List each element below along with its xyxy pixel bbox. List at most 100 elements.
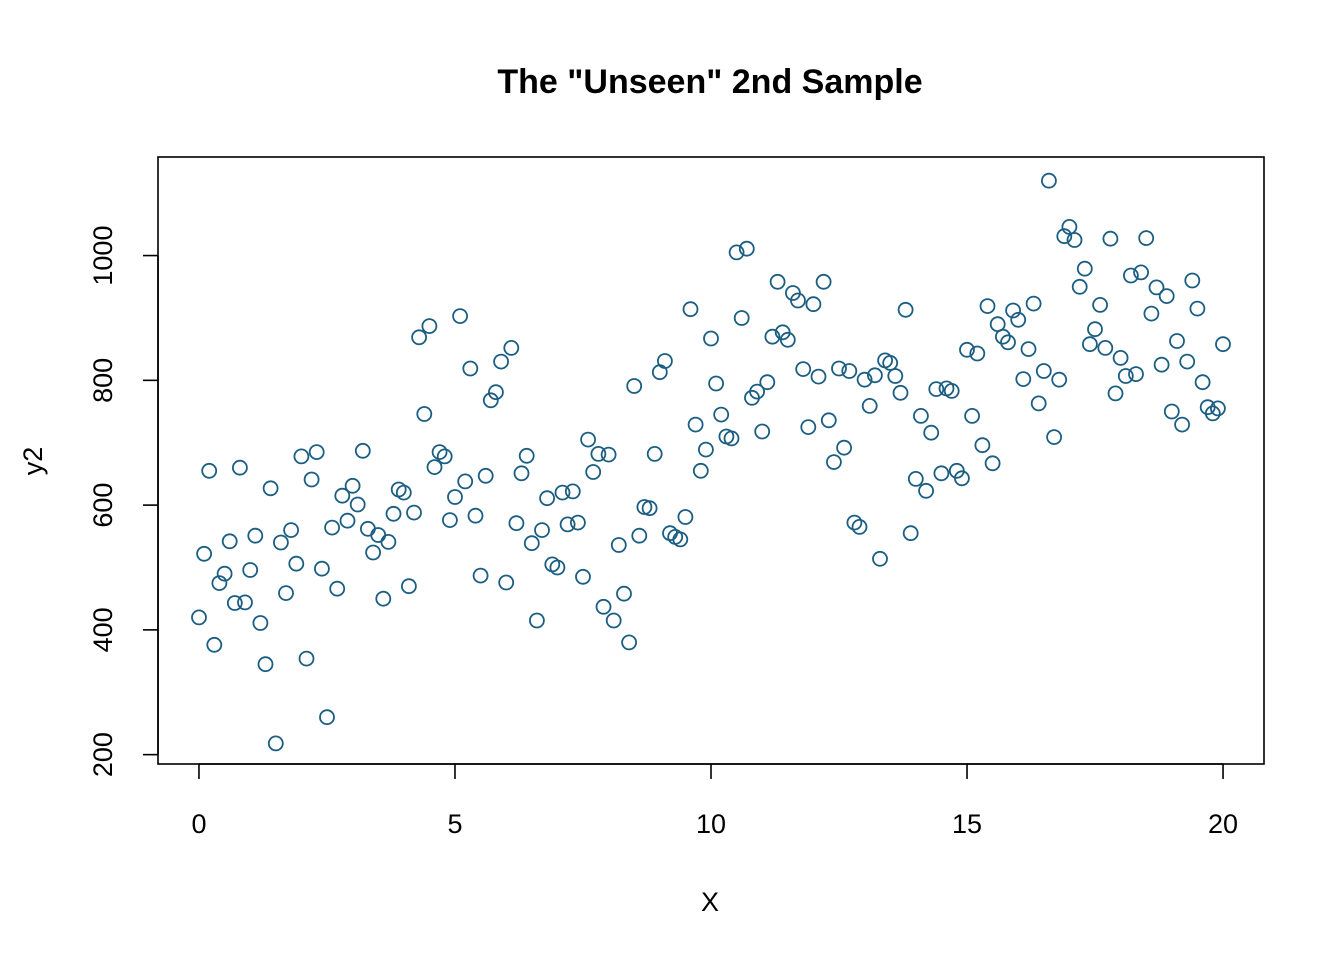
data-point — [487, 384, 504, 401]
data-point — [595, 598, 612, 615]
data-point — [1107, 385, 1124, 402]
data-point — [539, 490, 555, 507]
data-point — [370, 527, 387, 543]
data-point — [278, 585, 294, 601]
data-point — [1056, 228, 1073, 245]
data-point — [933, 465, 950, 482]
data-point — [672, 531, 689, 548]
data-point — [1087, 321, 1103, 338]
data-point — [1041, 172, 1057, 189]
data-point — [1076, 260, 1093, 277]
y-axis-label: y2 — [18, 447, 48, 476]
data-point — [892, 384, 909, 401]
data-point — [1020, 341, 1037, 358]
x-axis: 0 5 10 15 20 — [191, 763, 1238, 839]
data-point — [1000, 334, 1016, 351]
data-point — [1133, 264, 1149, 281]
data-point — [831, 360, 847, 377]
data-point — [1153, 356, 1170, 373]
x-tick-label: 10 — [696, 809, 726, 839]
data-point — [1092, 296, 1108, 313]
data-point — [621, 634, 637, 651]
data-point — [979, 298, 996, 315]
y-tick-label: 600 — [88, 483, 118, 528]
data-point — [836, 439, 852, 456]
data-point — [605, 612, 622, 629]
data-point — [518, 447, 535, 464]
data-point — [575, 568, 591, 585]
data-point — [503, 339, 520, 356]
data-point — [482, 392, 499, 409]
x-tick-label: 0 — [191, 809, 206, 839]
data-point — [657, 353, 673, 369]
data-point — [385, 505, 402, 522]
data-point — [703, 330, 719, 347]
data-point — [319, 709, 335, 726]
data-point — [570, 514, 586, 531]
data-point — [354, 442, 371, 459]
data-point — [928, 381, 945, 398]
data-point — [344, 477, 361, 494]
data-point — [206, 636, 223, 653]
data-point — [544, 556, 561, 573]
data-point — [805, 296, 822, 313]
data-point — [749, 383, 765, 400]
data-point — [810, 368, 827, 385]
data-point — [231, 459, 248, 476]
data-point — [682, 301, 699, 318]
data-point — [226, 595, 243, 611]
data-point — [585, 464, 602, 480]
data-point — [738, 240, 755, 257]
data-point — [334, 487, 351, 504]
chart-title: The "Unseen" 2nd Sample — [497, 63, 922, 101]
data-point — [426, 459, 443, 476]
data-point — [513, 465, 530, 482]
data-point — [257, 656, 274, 673]
data-point — [1138, 230, 1155, 247]
data-point — [365, 544, 382, 561]
data-point — [477, 467, 494, 484]
data-point — [1158, 288, 1175, 305]
data-point — [728, 244, 745, 261]
data-point — [1184, 272, 1201, 289]
data-point — [390, 481, 407, 498]
data-point — [247, 527, 264, 544]
data-point — [339, 512, 356, 529]
data-point — [861, 397, 878, 414]
data-point — [1061, 218, 1078, 235]
data-point — [1163, 403, 1180, 420]
data-point — [564, 483, 581, 500]
data-point — [708, 375, 724, 392]
data-point — [554, 484, 571, 501]
data-point — [887, 368, 904, 384]
data-point — [529, 612, 545, 629]
data-point — [590, 445, 607, 462]
data-point — [493, 353, 510, 370]
data-point — [943, 382, 960, 399]
y-tick-label: 200 — [88, 732, 118, 777]
data-point — [723, 430, 740, 447]
data-point — [303, 471, 320, 488]
data-point — [692, 462, 709, 479]
data-point — [298, 650, 315, 667]
data-point — [262, 480, 279, 497]
data-point — [677, 509, 694, 525]
data-point — [1046, 429, 1062, 446]
data-point — [616, 585, 632, 602]
data-point — [795, 361, 812, 378]
data-point — [580, 431, 596, 448]
data-point — [252, 615, 269, 631]
data-point — [534, 522, 550, 538]
data-point — [395, 484, 412, 501]
data-points — [191, 172, 1231, 752]
data-point — [288, 555, 305, 572]
data-point — [324, 519, 341, 536]
data-point — [559, 516, 576, 533]
data-point — [907, 470, 924, 487]
data-point — [1112, 349, 1129, 366]
data-point — [897, 301, 914, 318]
data-point — [1215, 336, 1231, 353]
data-point — [380, 534, 397, 550]
data-point — [359, 520, 376, 537]
data-point — [902, 525, 919, 542]
